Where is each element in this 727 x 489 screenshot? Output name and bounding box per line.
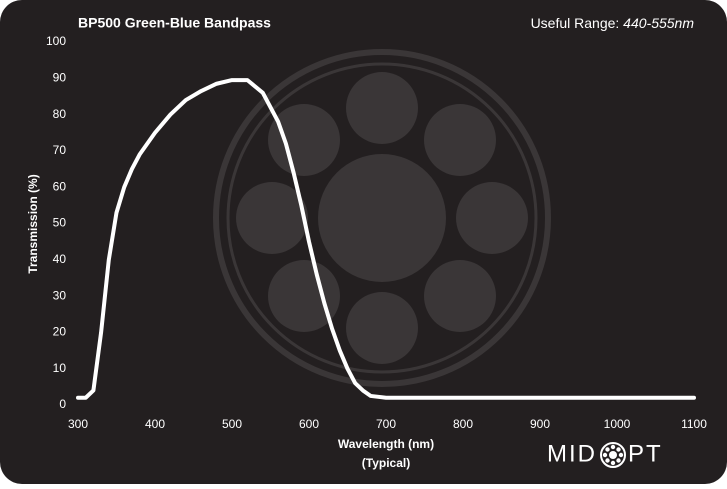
y-tick-label: 30: [53, 288, 67, 302]
logo: MID PT: [547, 440, 663, 468]
y-tick-label: 10: [53, 361, 67, 375]
range-value: 440-555nm: [623, 15, 694, 31]
x-axis-sublabel: (Typical): [362, 456, 410, 470]
x-tick-label: 700: [376, 417, 396, 431]
y-axis-label: Transmission (%): [26, 174, 40, 273]
x-tick-label: 900: [530, 417, 550, 431]
curve: [76, 78, 696, 400]
y-tick-label: 80: [53, 107, 67, 121]
x-tick-label: 400: [145, 417, 165, 431]
y-tick-label: 50: [53, 216, 67, 230]
x-tick-label: 800: [453, 417, 473, 431]
y-tick-label: 0: [59, 397, 66, 411]
y-tick-label: 60: [53, 179, 67, 193]
x-tick-label: 1000: [604, 417, 631, 431]
x-tick-label: 300: [68, 417, 88, 431]
range: Useful Range: 440-555nm: [531, 15, 695, 31]
x-tick-label: 1100: [681, 417, 707, 431]
y-tick-label: 20: [53, 325, 67, 339]
x-axis-label: Wavelength (nm): [338, 437, 434, 451]
logo-text: MID: [547, 440, 597, 467]
range-label: Useful Range:: [531, 15, 620, 31]
y-tick-label: 70: [53, 143, 67, 157]
y-tick-label: 90: [53, 70, 67, 84]
chart-title: BP500 Green-Blue Bandpass: [78, 15, 271, 31]
x-tick-label: 600: [299, 417, 319, 431]
y-tick-label: 100: [46, 34, 66, 48]
watermark: [213, 49, 551, 387]
x-tick-label: 500: [222, 417, 242, 431]
y-tick-label: 40: [53, 252, 67, 266]
logo-text: PT: [628, 440, 663, 467]
